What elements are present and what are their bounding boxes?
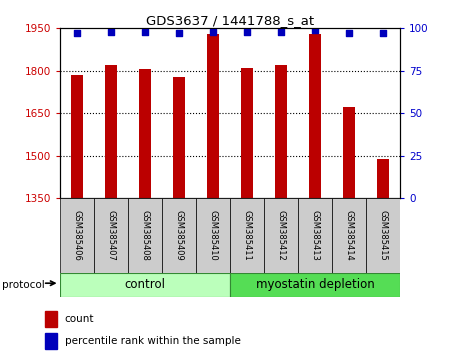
Point — [73, 30, 81, 36]
Point — [345, 30, 353, 36]
Point — [277, 29, 285, 35]
Bar — [241, 68, 253, 198]
Bar — [377, 159, 389, 198]
Bar — [45, 311, 57, 327]
Bar — [298, 198, 332, 273]
Bar — [264, 198, 298, 273]
Bar — [230, 273, 400, 297]
Bar — [162, 198, 196, 273]
Text: GSM385414: GSM385414 — [345, 210, 353, 261]
Bar — [106, 65, 117, 198]
Bar — [230, 198, 264, 273]
Text: GSM385413: GSM385413 — [311, 210, 319, 261]
Text: GSM385415: GSM385415 — [379, 210, 387, 261]
Text: GSM385410: GSM385410 — [209, 210, 218, 261]
Bar — [173, 77, 185, 198]
Point — [209, 29, 217, 35]
Point — [379, 30, 387, 36]
Text: GSM385406: GSM385406 — [73, 210, 82, 261]
Text: GSM385407: GSM385407 — [107, 210, 116, 261]
Point — [176, 30, 183, 36]
Bar — [196, 198, 230, 273]
Bar — [332, 198, 366, 273]
Text: GSM385408: GSM385408 — [141, 210, 150, 261]
Bar — [366, 198, 400, 273]
Point — [141, 29, 149, 35]
Text: GSM385409: GSM385409 — [175, 210, 184, 261]
Point — [312, 27, 319, 33]
Bar — [72, 75, 83, 198]
Bar — [60, 198, 94, 273]
Title: GDS3637 / 1441788_s_at: GDS3637 / 1441788_s_at — [146, 14, 314, 27]
Text: control: control — [125, 279, 166, 291]
Bar — [128, 198, 162, 273]
Bar — [275, 64, 287, 198]
Point — [244, 29, 251, 35]
Text: count: count — [65, 314, 94, 324]
Text: percentile rank within the sample: percentile rank within the sample — [65, 336, 241, 346]
Bar — [140, 69, 151, 198]
Bar — [60, 273, 230, 297]
Text: myostatin depletion: myostatin depletion — [256, 279, 374, 291]
Bar — [343, 107, 355, 198]
Point — [107, 29, 115, 35]
Text: GSM385412: GSM385412 — [277, 210, 286, 261]
Bar — [94, 198, 128, 273]
Text: protocol: protocol — [2, 280, 45, 290]
Bar — [45, 333, 57, 349]
Bar — [207, 34, 219, 198]
Bar — [309, 34, 321, 198]
Text: GSM385411: GSM385411 — [243, 210, 252, 261]
